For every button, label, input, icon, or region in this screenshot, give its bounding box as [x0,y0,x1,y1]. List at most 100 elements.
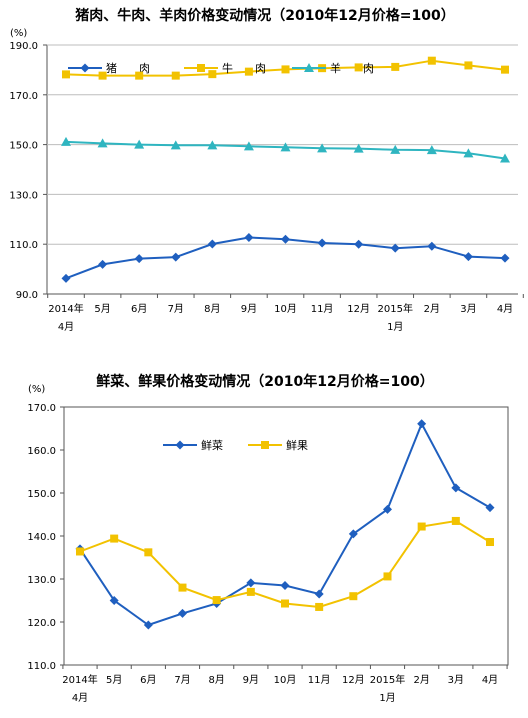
data-point [464,61,473,70]
data-point [500,253,510,263]
data-point [134,139,145,149]
y-tick-label: 120.0 [27,618,56,629]
data-point [315,602,324,611]
data-point [144,548,153,557]
data-point [61,136,71,146]
legend-label: 鲜果 [286,438,308,452]
data-point [135,71,144,80]
x-tick-label-line2: 4月 [72,692,88,704]
data-point [485,503,495,513]
data-point [280,580,290,590]
data-point [390,243,400,253]
data-point [501,65,509,74]
data-point [463,252,473,262]
data-point [171,71,180,80]
data-point [317,238,327,248]
x-tick-label: 4月 [497,303,513,315]
data-point [98,71,107,80]
data-point [451,483,461,493]
data-point [207,140,218,150]
x-tick-label: 5月 [106,674,122,686]
x-tick-label: 10月 [274,674,297,686]
y-tick-label: 150.0 [9,141,38,152]
x-tick-label: 9月 [243,674,259,686]
data-point [98,259,108,269]
data-point [109,596,119,605]
data-point [171,252,181,262]
legend-item: 牛 肉 [184,61,266,75]
legend-item: 鲜果 [248,438,308,452]
data-point [427,56,436,65]
data-point [110,534,119,543]
data-point [451,516,460,525]
y-tick-label: 150.0 [27,489,56,500]
legend-marker [304,63,314,72]
x-tick-label: 5月 [94,303,110,315]
y-tick-label: 110.0 [27,661,56,672]
data-point [212,596,221,605]
x-tick-label: 8月 [208,674,224,686]
data-point [500,153,510,163]
x-tick-label: 2014年 [48,302,83,315]
series-3 [61,136,510,163]
data-point [390,144,401,154]
y-tick-label: 170.0 [27,403,56,414]
data-point [76,547,84,556]
data-point [281,234,290,244]
data-point [383,504,392,514]
y-tick-label: 90.0 [16,290,38,301]
legend-marker [175,440,185,450]
data-point [134,254,144,264]
x-tick-label: 11月 [311,303,334,315]
unit-label: (%) [28,384,45,395]
y-tick-label: 160.0 [27,446,56,457]
x-tick-label: 3月 [448,674,464,686]
x-tick-label: 10月 [274,303,297,315]
legend-marker [197,64,205,72]
data-point [246,578,256,588]
legend-label: 猪 肉 [106,62,150,75]
chart-2: 鲜菜、鲜果价格变动情况（2010年12月价格=100） (%) 110.0 120.0… [27,373,509,704]
data-point [426,145,437,155]
data-point [244,67,253,76]
data-point [207,239,217,249]
data-point [178,583,187,592]
legend-item: 羊 肉 [292,61,374,75]
chart-1: 猪肉、牛肉、羊肉价格变动情况（2010年12月价格=100） (%) 90.0 110… [9,7,524,333]
data-point [348,529,358,539]
y-tick-label: 190.0 [9,41,38,52]
data-point [354,63,363,72]
data-point [417,522,426,531]
series-1 [61,232,510,283]
x-tick-label-line2: 1月 [379,692,395,704]
x-tick-label: 2月 [424,303,440,315]
y-tick-label: 130.0 [27,575,56,586]
chart-title: 鲜菜、鲜果价格变动情况（2010年12月价格=100） [96,373,433,390]
x-tick-label: 6月 [131,303,147,315]
x-tick-label: 6月 [140,674,156,686]
x-tick-label: 12月 [342,674,365,686]
data-point [208,70,217,79]
legend-label: 羊 肉 [330,61,374,75]
x-tick-label: 12月 [347,303,370,315]
unit-label: (%) [10,28,27,39]
data-point [463,148,474,158]
x-tick-label: 8月 [204,303,220,315]
x-tick-label: 4月 [482,674,498,686]
legend-marker [261,441,269,449]
data-point [349,592,358,601]
data-point [354,239,364,249]
data-point [143,620,153,630]
y-tick-label: 130.0 [9,190,38,201]
x-tick-label: 2015年 [370,673,405,686]
y-tick-label: 140.0 [27,532,56,543]
y-tick-label: 110.0 [9,240,38,251]
data-point [62,70,70,79]
series-2 [62,56,509,80]
legend-item: 鲜菜 [163,438,223,452]
x-tick-label: 7月 [174,674,190,686]
data-point [281,599,289,608]
x-tick-label: 9月 [241,303,257,315]
data-point [244,232,254,242]
